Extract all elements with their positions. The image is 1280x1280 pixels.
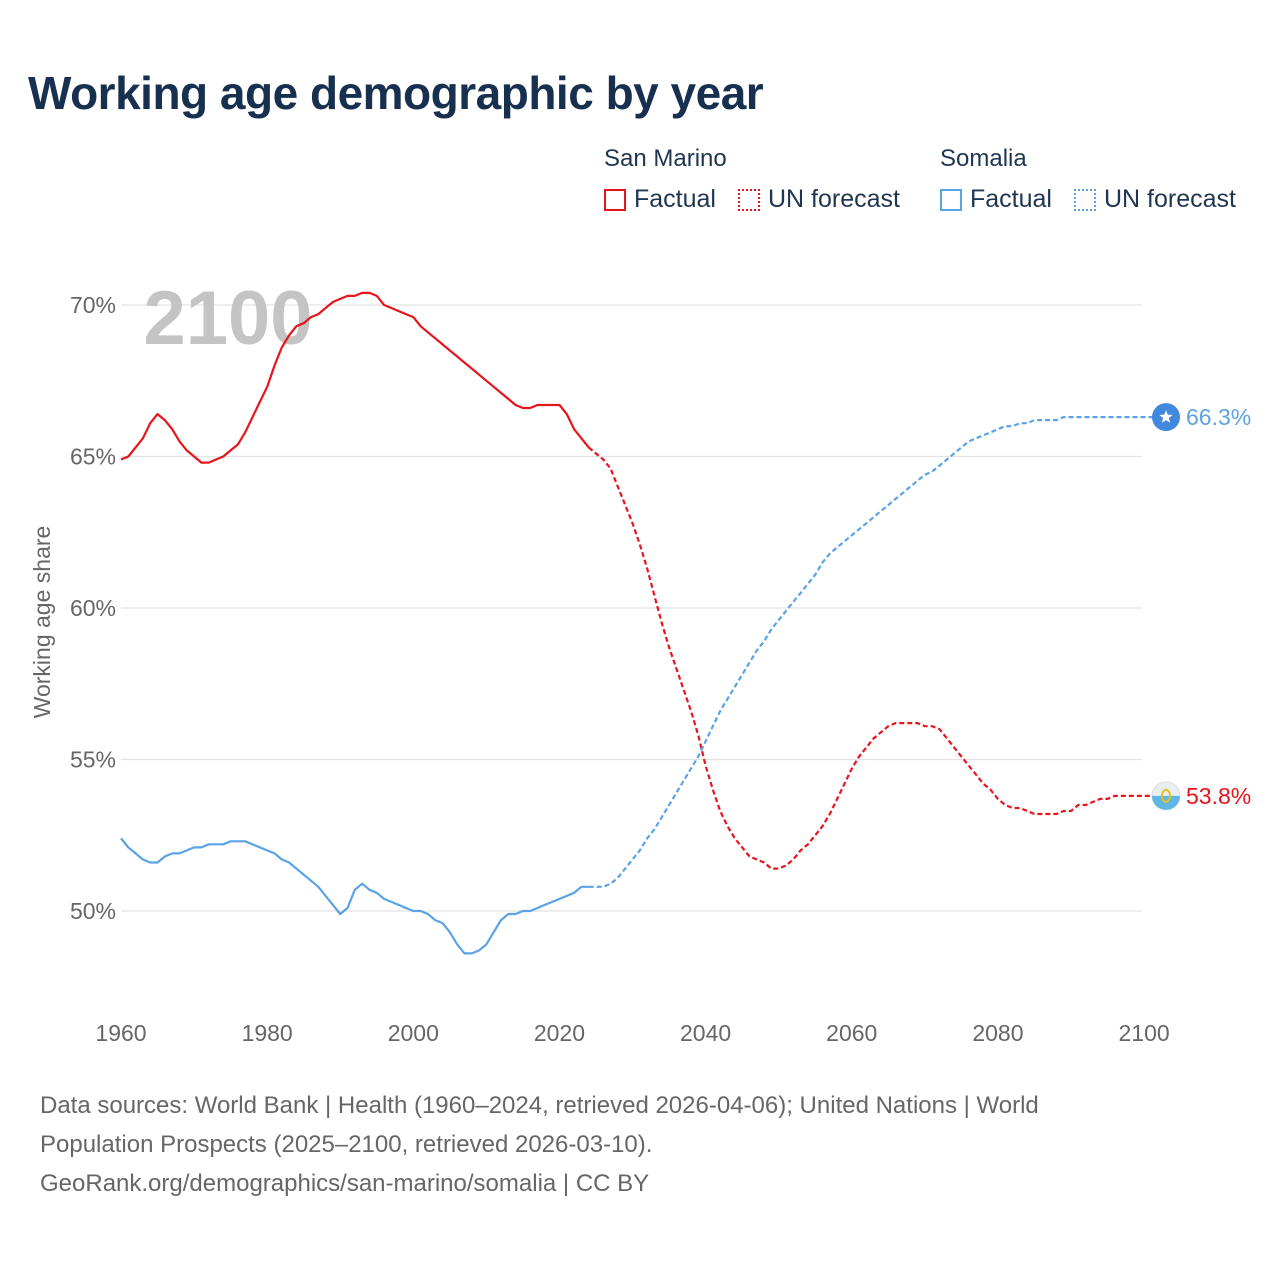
year-watermark: 2100 bbox=[143, 276, 312, 361]
x-axis-ticks: 1960 1980 2000 2020 2040 2060 2080 2100 bbox=[95, 1020, 1169, 1046]
somalia-flag-icon bbox=[1152, 403, 1180, 432]
legend-group-san-marino: San Marino bbox=[604, 145, 727, 172]
page-title: Working age demographic by year bbox=[28, 67, 764, 119]
y-axis-ticks: 50% 55% 60% 65% 70% bbox=[70, 292, 116, 924]
legend-label: Factual bbox=[970, 185, 1052, 213]
x-tick-label: 1960 bbox=[95, 1020, 146, 1046]
line-chart: 50% 55% 60% 65% 70% 1960 1980 2000 2020 2040 2060… bbox=[29, 276, 1251, 1046]
x-tick-label: 2000 bbox=[388, 1020, 439, 1046]
legend-item-san-marino-factual[interactable]: Factual bbox=[604, 185, 716, 214]
somalia-end-value-label: 66.3% bbox=[1186, 404, 1251, 430]
san-marino-flag-icon bbox=[1151, 781, 1181, 811]
series-lines bbox=[120, 291, 1166, 955]
legend-label: Factual bbox=[634, 185, 716, 213]
y-tick-label: 60% bbox=[70, 595, 116, 621]
legend-item-somalia-factual[interactable]: Factual bbox=[940, 185, 1052, 214]
footer: Data sources: World Bank | Health (1960–… bbox=[40, 1086, 1220, 1203]
y-axis-label: Working age share bbox=[29, 526, 55, 719]
y-tick-label: 70% bbox=[70, 292, 116, 318]
san-marino-end-value-label: 53.8% bbox=[1186, 783, 1251, 809]
legend-swatch-dotted bbox=[738, 188, 760, 211]
x-tick-label: 2020 bbox=[534, 1020, 585, 1046]
y-tick-label: 65% bbox=[70, 444, 116, 470]
y-tick-label: 55% bbox=[70, 747, 116, 773]
x-tick-label: 2060 bbox=[826, 1020, 877, 1046]
somalia-factual-line[interactable] bbox=[120, 837, 589, 955]
san-marino-forecast-line[interactable] bbox=[587, 446, 1166, 870]
source-line-2: Population Prospects (2025–2100, retriev… bbox=[40, 1131, 653, 1158]
legend-label: UN forecast bbox=[768, 185, 900, 213]
x-tick-label: 2080 bbox=[972, 1020, 1023, 1046]
x-tick-label: 1980 bbox=[242, 1020, 293, 1046]
legend-item-san-marino-forecast[interactable]: UN forecast bbox=[738, 185, 900, 214]
san-marino-factual-line[interactable] bbox=[120, 291, 590, 464]
legend-label: UN forecast bbox=[1104, 185, 1236, 213]
attribution-link[interactable]: GeoRank.org/demographics/san-marino/soma… bbox=[40, 1170, 650, 1197]
y-tick-label: 50% bbox=[70, 898, 116, 924]
x-tick-label: 2100 bbox=[1118, 1020, 1169, 1046]
somalia-forecast-line[interactable] bbox=[588, 416, 1166, 888]
legend-swatch-solid bbox=[604, 188, 626, 211]
legend-group-somalia: Somalia bbox=[940, 145, 1027, 172]
legend-swatch-solid bbox=[940, 188, 962, 211]
source-line-1: Data sources: World Bank | Health (1960–… bbox=[40, 1092, 1039, 1119]
gridlines bbox=[121, 304, 1142, 912]
end-markers: 53.8% 66.3% bbox=[1151, 403, 1251, 811]
legend-item-somalia-forecast[interactable]: UN forecast bbox=[1074, 185, 1236, 214]
x-tick-label: 2040 bbox=[680, 1020, 731, 1046]
legend-swatch-dotted bbox=[1074, 188, 1096, 211]
